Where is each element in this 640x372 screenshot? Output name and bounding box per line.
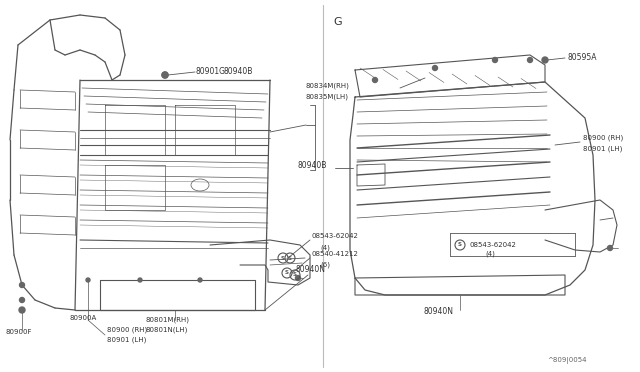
Circle shape <box>607 246 612 250</box>
Text: ^809|0054: ^809|0054 <box>547 356 586 363</box>
Text: (4): (4) <box>485 251 495 257</box>
Text: 80940N: 80940N <box>423 308 453 317</box>
Circle shape <box>19 298 24 302</box>
Text: 80900 (RH): 80900 (RH) <box>583 135 623 141</box>
Text: 08543-62042: 08543-62042 <box>470 242 517 248</box>
Text: 80940N: 80940N <box>295 266 325 275</box>
Text: 80901 (LH): 80901 (LH) <box>583 146 622 152</box>
Text: 80801M(RH): 80801M(RH) <box>145 317 189 323</box>
Text: 80940B: 80940B <box>297 161 326 170</box>
Text: G: G <box>333 17 342 27</box>
Circle shape <box>19 307 25 313</box>
Text: 80900 (RH): 80900 (RH) <box>107 327 147 333</box>
Text: 80900F: 80900F <box>5 329 31 335</box>
Text: (4): (4) <box>320 245 330 251</box>
Text: S: S <box>458 243 462 247</box>
Circle shape <box>296 276 301 280</box>
Text: 08543-62042: 08543-62042 <box>311 233 358 239</box>
Text: S: S <box>281 256 285 260</box>
Circle shape <box>433 65 438 71</box>
Circle shape <box>162 72 168 78</box>
Text: (6): (6) <box>320 262 330 268</box>
Text: 80901G: 80901G <box>196 67 226 76</box>
Text: S: S <box>293 273 297 278</box>
Text: 80835M(LH): 80835M(LH) <box>305 94 348 100</box>
Text: S: S <box>285 270 289 276</box>
Text: S: S <box>288 256 292 260</box>
Text: 80834M(RH): 80834M(RH) <box>305 83 349 89</box>
Circle shape <box>19 282 24 288</box>
Circle shape <box>138 278 142 282</box>
Text: 08540-41212: 08540-41212 <box>311 251 358 257</box>
Circle shape <box>493 58 497 62</box>
Text: 80901 (LH): 80901 (LH) <box>107 337 147 343</box>
Circle shape <box>162 72 168 78</box>
Text: 80900A: 80900A <box>70 315 97 321</box>
Circle shape <box>542 57 548 63</box>
Circle shape <box>527 58 532 62</box>
Text: 80595A: 80595A <box>567 52 596 61</box>
Text: 80801N(LH): 80801N(LH) <box>145 327 188 333</box>
Text: 80940B: 80940B <box>224 67 253 76</box>
Circle shape <box>372 77 378 83</box>
Circle shape <box>198 278 202 282</box>
Circle shape <box>86 278 90 282</box>
